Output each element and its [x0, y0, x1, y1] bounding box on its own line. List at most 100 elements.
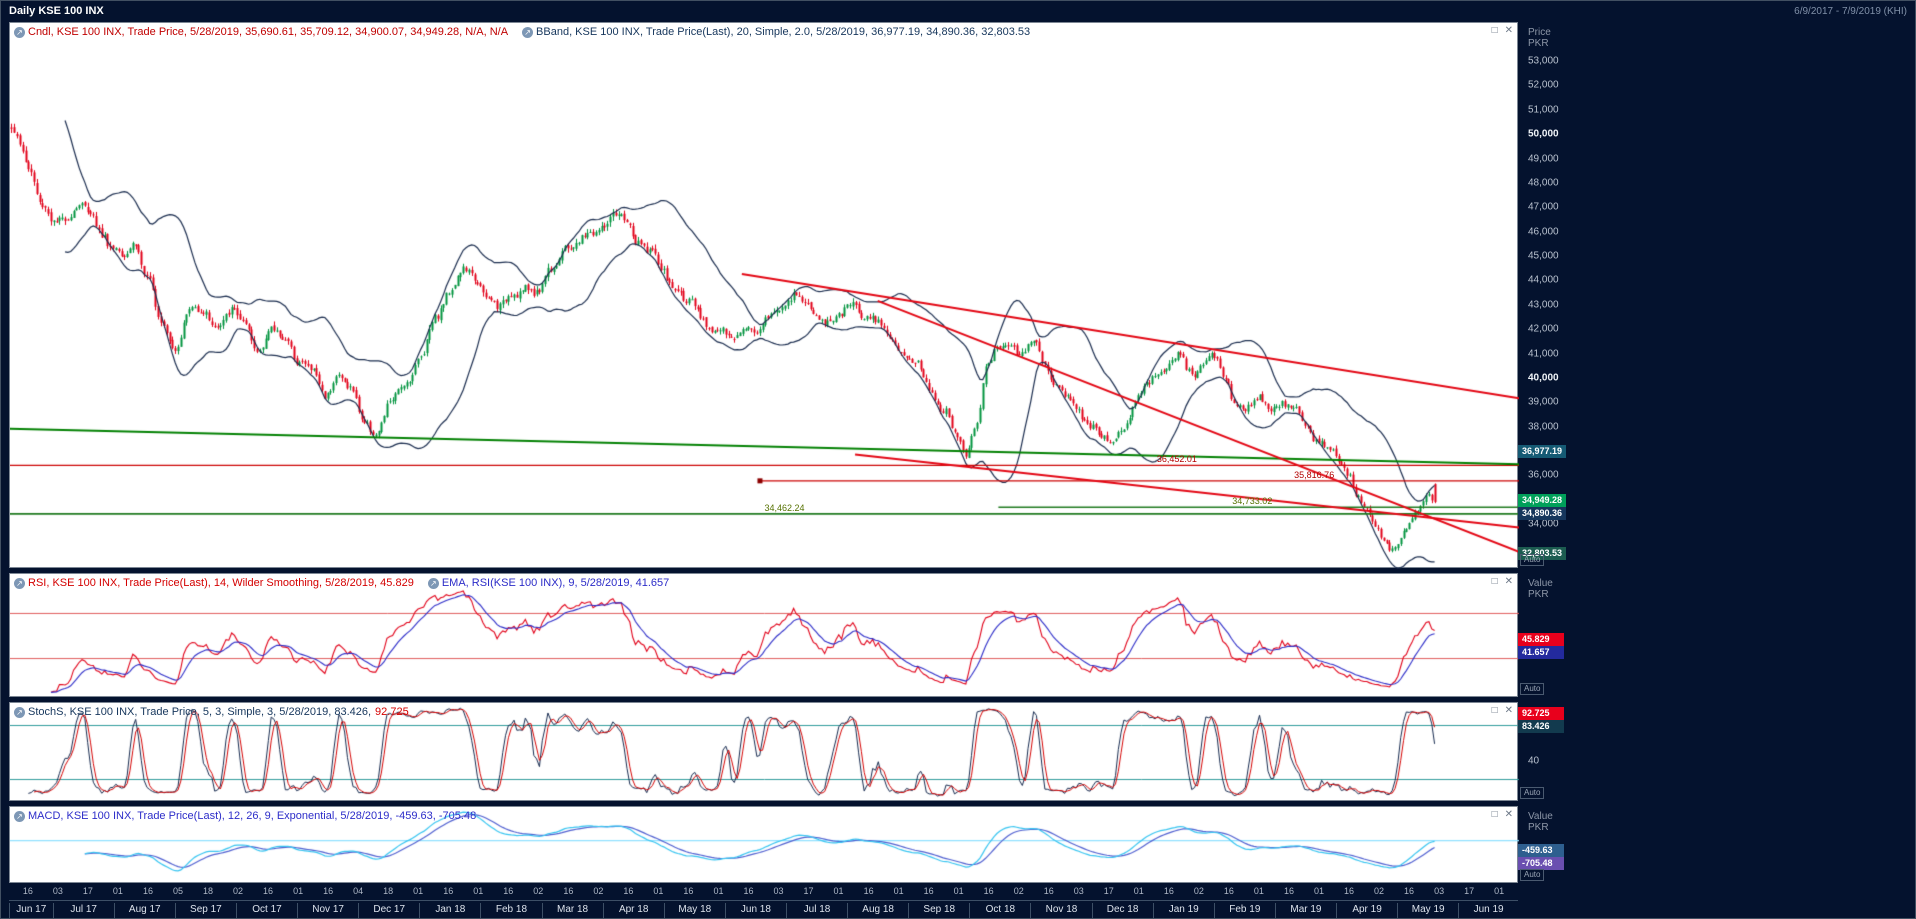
axis-unit-label: PKR — [1528, 589, 1549, 600]
x-axis-day-label: 02 — [1013, 886, 1024, 896]
rsi-panel-legend: ↗ RSI, KSE 100 INX, Trade Price(Last), 14… — [14, 577, 669, 589]
x-axis-month-label: Jun 18 — [724, 903, 786, 918]
x-axis-day-label: 03 — [1073, 886, 1084, 896]
x-axis-month-label: Jul 17 — [52, 903, 114, 918]
macd-panel-legend: ↗ MACD, KSE 100 INX, Trade Price(Last), 1… — [14, 810, 476, 822]
axis-value-box: 45.829 — [1518, 633, 1564, 647]
stochastics-chart-canvas[interactable] — [10, 703, 1519, 802]
x-axis-day-label: 02 — [1374, 886, 1385, 896]
macd-panel: ↗ MACD, KSE 100 INX, Trade Price(Last), 1… — [9, 806, 1519, 884]
x-axis-day-label: 02 — [533, 886, 544, 896]
rsi-axis[interactable]: Value PKR 45.829 41.657 Auto — [1518, 573, 1638, 697]
axis-unit-label: PKR — [1528, 38, 1549, 49]
legend-collapse-icon[interactable]: ↗ — [14, 810, 25, 822]
x-axis-month-label: Jun 17 — [9, 903, 53, 918]
x-axis-day-label: 16 — [1404, 886, 1415, 896]
x-axis-day-label: 03 — [1434, 886, 1445, 896]
maximize-panel-icon[interactable]: □ — [1491, 705, 1498, 716]
x-axis-month-label: May 18 — [663, 903, 725, 918]
x-axis-day-label: 01 — [833, 886, 844, 896]
x-axis-day-label: 16 — [923, 886, 934, 896]
axis-value-box: -705.48 — [1518, 857, 1564, 871]
close-panel-icon[interactable]: ✕ — [1504, 809, 1513, 820]
axis-auto-button[interactable]: Auto — [1520, 869, 1545, 881]
legend-collapse-icon[interactable]: ↗ — [14, 26, 25, 38]
x-axis-day-label: 16 — [1223, 886, 1234, 896]
y-axis-tick-label: 53,000 — [1528, 55, 1559, 67]
price-chart-canvas[interactable] — [10, 23, 1519, 569]
x-axis-day-label: 16 — [743, 886, 754, 896]
y-axis-tick-label: 40 — [1528, 755, 1540, 766]
x-axis-day-label: 16 — [1163, 886, 1174, 896]
x-axis-day-label: 04 — [353, 886, 364, 896]
title-bar: Daily KSE 100 INX 6/9/2017 - 7/9/2019 (K… — [1, 1, 1915, 21]
x-axis-month-label: Nov 18 — [1030, 903, 1091, 918]
x-axis-day-label: 18 — [203, 886, 214, 896]
macd-axis[interactable]: Value PKR -459.63 -705.48 Auto — [1518, 806, 1638, 883]
x-axis-day-label: 16 — [142, 886, 153, 896]
maximize-panel-icon[interactable]: □ — [1491, 25, 1498, 36]
x-axis-day-label: 01 — [893, 886, 904, 896]
x-axis-day-label: 16 — [983, 886, 994, 896]
x-axis-day-label: 01 — [112, 886, 123, 896]
axis-auto-button[interactable]: Auto — [1520, 554, 1545, 566]
x-axis-month-label: Apr 19 — [1336, 903, 1397, 918]
axis-value-box: 83.426 — [1518, 719, 1564, 733]
x-axis-day-label: 16 — [443, 886, 454, 896]
rsi-panel-controls: □ ✕ — [1492, 575, 1513, 589]
date-axis-months[interactable]: Jun 17 Jul 17 Aug 17 Sep 17 Oct 17 Nov 17 Dec … — [9, 900, 1518, 918]
x-axis-day-label: 01 — [953, 886, 964, 896]
legend-collapse-icon[interactable]: ↗ — [14, 577, 25, 589]
close-panel-icon[interactable]: ✕ — [1504, 25, 1513, 36]
axis-auto-button[interactable]: Auto — [1520, 683, 1545, 695]
stochastics-panel: ↗ StochS, KSE 100 INX, Trade Price, 5, 3,… — [9, 702, 1519, 802]
stochastics-panel-legend: ↗ StochS, KSE 100 INX, Trade Price, 5, 3,… — [14, 706, 409, 718]
date-axis-days: 16 03 17 01 16 05 18 02 16 01 16 04 18 01 16 01 16 02 16 02… — [9, 885, 1518, 899]
x-axis-day-label: 01 — [293, 886, 304, 896]
maximize-panel-icon[interactable]: □ — [1491, 809, 1498, 820]
price-panel-legend: ↗ Cndl, KSE 100 INX, Trade Price, 5/28/20… — [14, 26, 1030, 38]
x-axis-day-label: 16 — [323, 886, 334, 896]
x-axis-day-label: 03 — [52, 886, 63, 896]
legend-collapse-icon[interactable]: ↗ — [522, 26, 534, 38]
legend-collapse-icon[interactable]: ↗ — [14, 706, 25, 718]
x-axis-month-label: Mar 18 — [541, 903, 603, 918]
y-axis-tick-label: 34,000 — [1528, 518, 1559, 530]
y-axis-tick-label: 38,000 — [1528, 421, 1559, 433]
x-axis-month-label: Feb 18 — [480, 903, 541, 918]
legend-text: MACD, KSE 100 INX, Trade Price(Last), 12… — [28, 810, 477, 822]
macd-chart-canvas[interactable] — [10, 807, 1519, 884]
stochastics-axis[interactable]: 40 92.725 83.426 Auto — [1518, 702, 1638, 801]
x-axis-day-label: 01 — [473, 886, 484, 896]
rsi-panel: ↗ RSI, KSE 100 INX, Trade Price(Last), 14… — [9, 573, 1519, 698]
close-panel-icon[interactable]: ✕ — [1504, 705, 1513, 716]
legend-collapse-icon[interactable]: ↗ — [427, 577, 439, 589]
legend-segment-main-0: ↗ Cndl, KSE 100 INX, Trade Price, 5/28/20… — [14, 26, 508, 38]
x-axis-day-label: 16 — [1343, 886, 1355, 896]
maximize-panel-icon[interactable]: □ — [1491, 576, 1498, 587]
legend-segment-rsi-1: ↗ EMA, RSI(KSE 100 INX), 9, 5/28/2019, 41… — [427, 577, 669, 589]
x-axis-month-label: Sep 17 — [174, 903, 236, 918]
x-axis-day-label: 17 — [803, 886, 814, 896]
y-axis-tick-label: 46,000 — [1528, 226, 1559, 238]
axis-value-box: 41.657 — [1518, 646, 1564, 660]
close-panel-icon[interactable]: ✕ — [1504, 576, 1513, 587]
date-range: 6/9/2017 - 7/9/2019 (KHI) — [1794, 5, 1907, 17]
x-axis-day-label: 01 — [1133, 886, 1144, 896]
x-axis-month-label: Jul 18 — [785, 903, 847, 918]
x-axis-month-label: Mar 19 — [1274, 903, 1336, 918]
price-panel: ↗ Cndl, KSE 100 INX, Trade Price, 5/28/20… — [9, 22, 1519, 569]
x-axis-day-label: 02 — [233, 886, 244, 896]
rsi-chart-canvas[interactable] — [10, 574, 1519, 698]
legend-segment-stoch-1: 92.725 — [375, 706, 409, 718]
x-axis-month-label: Apr 18 — [602, 903, 664, 918]
y-axis-tick-label: 42,000 — [1528, 323, 1559, 335]
price-axis[interactable]: Price PKR 53,000 52,000 51,000 50,000 49,000 48… — [1518, 22, 1638, 568]
y-axis-tick-label: 50,000 — [1528, 128, 1559, 140]
y-axis-tick-label: 44,000 — [1528, 274, 1559, 286]
axis-auto-button[interactable]: Auto — [1520, 787, 1545, 799]
y-axis-tick-label: 41,000 — [1528, 348, 1559, 359]
y-axis-tick-label: 48,000 — [1528, 177, 1559, 189]
legend-segment-main-1: ↗ BBand, KSE 100 INX, Trade Price(Last), … — [522, 26, 1030, 38]
macd-panel-controls: □ ✕ — [1492, 808, 1513, 822]
